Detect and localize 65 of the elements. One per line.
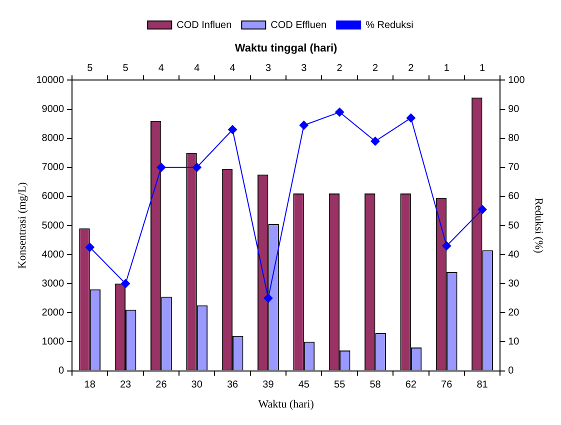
y-tick-label: 10000 [36,74,64,86]
point [335,108,344,117]
y2-tick-label: 60 [508,191,520,202]
x-tick-label: 45 [298,380,310,391]
x-tick-label: 55 [334,380,346,391]
text: 1 [479,63,486,74]
y2-tick-label: 90 [508,104,520,116]
y-tick-label: 9000 [42,104,64,116]
y-axis-title: Konsentrasi (mg/L) [16,182,28,269]
x-tick-label: 39 [262,380,274,391]
x-tick-label: 23 [120,380,132,391]
y2-tick-label: 20 [508,307,520,318]
x-tick-label: 76 [441,380,453,391]
y2-tick-label: 70 [508,162,520,174]
x-tick-label: 81 [476,380,488,391]
point [228,125,238,134]
x-tick-label: 36 [226,380,239,391]
legend-label: % Reduksi [366,20,414,31]
x-tick-label: 30 [191,380,203,391]
y-tick-label: 1000 [42,336,64,348]
point [478,205,487,214]
text: 4 [230,63,236,74]
point [442,241,452,250]
text: 4 [194,63,200,74]
y-tick-label: 0 [58,366,64,377]
point [192,162,202,172]
x-tick-label: 18 [84,380,96,391]
y2-tick-label: 50 [508,220,520,232]
point [264,294,273,303]
y-tick-label: 4000 [42,249,64,260]
point [370,136,380,146]
point [156,162,166,172]
text: 5 [87,63,94,74]
y-tick-label: 2000 [42,307,64,318]
y-tick-label: 5000 [42,220,64,232]
y2-tick-label: 10 [508,336,520,348]
point [121,279,130,288]
y-tick-label: 8000 [42,133,64,144]
point [406,113,416,122]
text: 5 [122,63,129,74]
x-tick-label: 62 [405,380,417,391]
text: 2 [372,63,378,74]
legend-label: COD Influen [176,20,232,31]
y2-tick-label: 80 [508,133,520,144]
x-tick-label: 26 [156,380,168,391]
text: 3 [265,63,272,74]
y2-tick-label: 100 [508,74,526,86]
text: 2 [336,63,343,74]
legend-label: COD Effluen [270,20,327,31]
x2-axis-title: Waktu tinggal (hari) [234,42,338,55]
y-tick-label: 6000 [42,191,64,202]
point [85,242,94,252]
y-tick-label: 7000 [42,162,64,174]
y2-tick-label: 30 [508,278,520,290]
text: 3 [301,63,308,74]
x-axis-title: Waktu (hari) [258,398,314,410]
y-tick-label: 3000 [42,278,64,290]
y2-tick-label: 40 [508,249,520,260]
text: 1 [444,63,450,74]
text: 4 [158,63,164,74]
point [299,120,308,130]
y2-axis-title: Reduksi (%) [532,198,545,254]
x-tick-label: 58 [370,380,382,391]
text: 2 [408,63,414,74]
y2-tick-label: 0 [508,366,514,377]
